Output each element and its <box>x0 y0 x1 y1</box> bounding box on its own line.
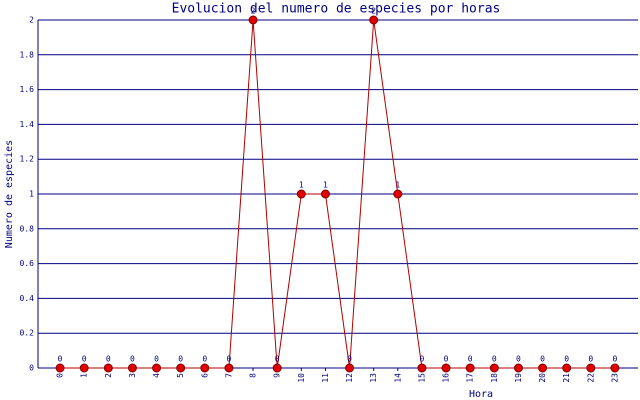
x-tick-label: 9 <box>273 373 282 378</box>
x-tick-label: 11 <box>321 373 330 383</box>
data-label: 0 <box>275 355 280 364</box>
data-point <box>513 363 523 373</box>
x-tick-label: 23 <box>610 373 619 383</box>
data-label: 0 <box>516 355 521 364</box>
data-label: 0 <box>202 355 207 364</box>
x-tick-label: 13 <box>369 373 378 383</box>
x-tick-label: 16 <box>442 373 451 383</box>
y-tick-label: 2 <box>29 16 34 25</box>
data-label: 0 <box>468 355 473 364</box>
x-tick-label: 1 <box>80 373 89 378</box>
y-tick-label: 0.2 <box>20 329 35 338</box>
data-label: 0 <box>492 355 497 364</box>
x-tick-label: 8 <box>249 373 258 378</box>
data-point <box>296 189 306 199</box>
x-tick-label: 4 <box>152 373 161 378</box>
data-point <box>610 363 620 373</box>
x-tick-label: 20 <box>538 373 547 383</box>
data-point <box>152 363 162 373</box>
x-tick-label: 12 <box>345 373 354 383</box>
y-tick-label: 0.4 <box>20 294 35 303</box>
data-label: 0 <box>613 355 618 364</box>
data-point <box>200 363 210 373</box>
data-label: 0 <box>178 355 183 364</box>
data-point <box>369 15 379 25</box>
data-point <box>489 363 499 373</box>
x-tick-label: 18 <box>490 373 499 383</box>
x-tick-label: 10 <box>297 373 306 383</box>
y-tick-label: 1.8 <box>20 50 35 59</box>
x-tick-label: 14 <box>393 373 402 383</box>
x-tick-label: 6 <box>200 373 209 378</box>
data-point <box>441 363 451 373</box>
data-label: 0 <box>58 355 63 364</box>
data-point <box>345 363 355 373</box>
data-label: 0 <box>444 355 449 364</box>
chart-title: Evolucion del numero de especies por hor… <box>172 2 501 17</box>
data-label: 0 <box>540 355 545 364</box>
data-point <box>127 363 137 373</box>
y-tick-label: 0.6 <box>20 259 35 268</box>
x-tick-label: 3 <box>128 373 137 378</box>
data-label: 0 <box>227 355 232 364</box>
x-tick-label: 17 <box>466 373 475 383</box>
data-point <box>320 189 330 199</box>
x-axis-label: Hora <box>469 389 493 400</box>
data-point <box>79 363 89 373</box>
x-tick-label: 22 <box>586 373 595 383</box>
data-label: 0 <box>564 355 569 364</box>
y-tick-label: 1.4 <box>20 120 35 129</box>
y-tick-label: 1.6 <box>20 85 35 94</box>
x-tick-label: 0 <box>56 373 65 378</box>
data-point <box>176 363 186 373</box>
y-axis-label: Numero de especies <box>4 140 15 248</box>
data-label: 0 <box>130 355 135 364</box>
data-label: 1 <box>323 181 328 190</box>
x-tick-label: 5 <box>176 373 185 378</box>
data-label: 0 <box>347 355 352 364</box>
data-point <box>465 363 475 373</box>
data-point <box>103 363 113 373</box>
data-point <box>55 363 65 373</box>
y-tick-label: 0 <box>29 364 34 373</box>
data-point <box>272 363 282 373</box>
y-tick-label: 1.2 <box>20 155 35 164</box>
data-point <box>393 189 403 199</box>
x-tick-label: 21 <box>562 373 571 383</box>
data-label: 0 <box>106 355 111 364</box>
data-label: 0 <box>154 355 159 364</box>
data-point <box>562 363 572 373</box>
data-label: 0 <box>82 355 87 364</box>
data-label: 2 <box>371 7 376 16</box>
data-point <box>417 363 427 373</box>
data-label: 0 <box>420 355 425 364</box>
data-label: 0 <box>588 355 593 364</box>
y-tick-label: 0.8 <box>20 224 35 233</box>
data-point <box>538 363 548 373</box>
data-label: 2 <box>251 7 256 16</box>
x-tick-label: 2 <box>104 373 113 378</box>
data-label: 1 <box>395 181 400 190</box>
data-point <box>586 363 596 373</box>
x-tick-label: 15 <box>417 373 426 383</box>
x-tick-label: 19 <box>514 373 523 383</box>
y-tick-label: 1 <box>29 190 34 199</box>
data-point <box>248 15 258 25</box>
x-tick-label: 7 <box>224 373 233 378</box>
data-point <box>224 363 234 373</box>
data-label: 1 <box>299 181 304 190</box>
